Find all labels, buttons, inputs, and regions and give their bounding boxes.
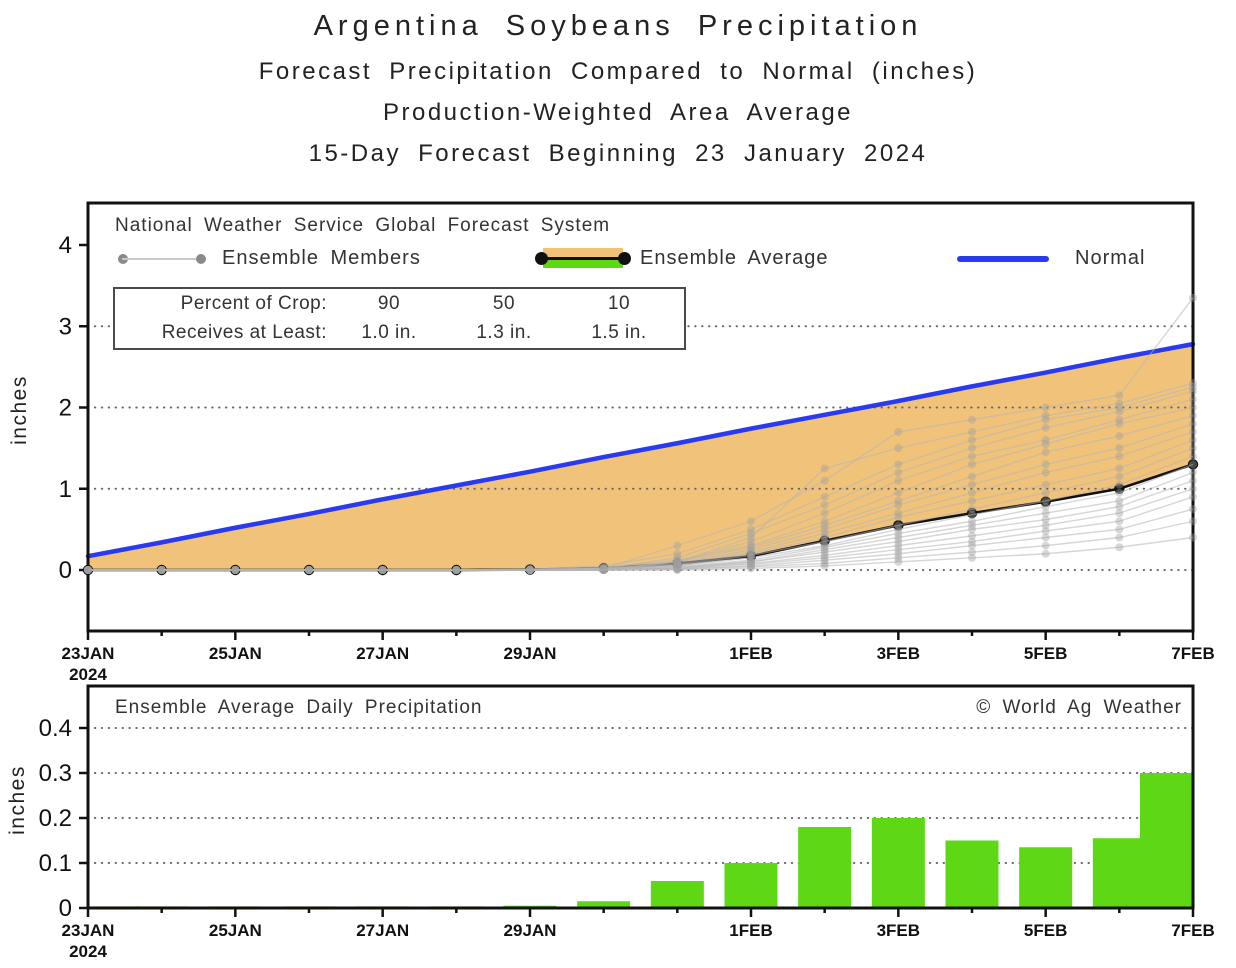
svg-text:0: 0 (59, 895, 72, 922)
top-chart-plot: 0 1 2 3 4 23JAN 2024 25JAN 27JAN 29JAN 1FEB 3FEB 5FE… (59, 201, 1215, 684)
crop-table-cell: 1.0 in. (361, 322, 417, 344)
daily-precip-bar (650, 881, 704, 908)
svg-text:1FEB: 1FEB (729, 921, 772, 940)
chart-subtitle-1: Forecast Precipitation Compared to Norma… (258, 58, 978, 85)
bottom-y-axis-label: inches (6, 765, 29, 835)
svg-text:7FEB: 7FEB (1171, 644, 1214, 663)
svg-text:27JAN: 27JAN (356, 644, 409, 663)
member-line-icon (122, 258, 202, 260)
svg-text:1: 1 (59, 476, 72, 503)
legend-ensemble-members-label: Ensemble Members (222, 247, 421, 269)
average-line-icon (543, 257, 623, 260)
legend-ensemble-average-label: Ensemble Average (640, 247, 829, 269)
daily-precip-bar (945, 840, 999, 908)
bottom-chart-title: Ensemble Average Daily Precipitation (115, 697, 483, 718)
chart-subtitle-2: Production-Weighted Area Average (382, 99, 854, 126)
svg-text:23JAN: 23JAN (62, 921, 115, 940)
svg-text:0.3: 0.3 (39, 760, 72, 787)
deficit-band-icon (543, 259, 623, 268)
daily-precip-bar (1092, 838, 1146, 908)
copyright-credit: © World Ag Weather (976, 697, 1182, 718)
crop-table-cell: 90 (377, 292, 401, 314)
crop-table-cell: 1.5 in. (591, 322, 647, 344)
title-block: Argentina Soybeans Precipitation Forecas… (0, 10, 1236, 181)
svg-text:29JAN: 29JAN (504, 644, 557, 663)
daily-precip-bar (871, 818, 925, 908)
bottom-chart-plot: 0 0.1 0.2 0.3 0.4 23JAN 2024 25JAN 27JAN 29JAN 1FE… (39, 684, 1215, 961)
daily-precip-bar (1140, 773, 1193, 908)
source-label: National Weather Service Global Forecast… (115, 215, 611, 236)
svg-text:5FEB: 5FEB (1024, 921, 1067, 940)
svg-text:7FEB: 7FEB (1171, 921, 1214, 940)
svg-text:25JAN: 25JAN (209, 921, 262, 940)
crop-table-cell: 10 (607, 292, 631, 314)
member-dot-icon (196, 254, 206, 264)
chart-title: Argentina Soybeans Precipitation (313, 10, 923, 42)
crop-table-cell: 1.3 in. (476, 322, 532, 344)
average-dot-icon (535, 252, 548, 265)
crop-table-row1-label: Percent of Crop: (180, 292, 327, 314)
svg-text:2024: 2024 (69, 942, 107, 961)
ensemble-members-line-icon (118, 253, 206, 265)
svg-text:25JAN: 25JAN (209, 644, 262, 663)
svg-text:27JAN: 27JAN (356, 921, 409, 940)
chart-subtitle-3: 15-Day Forecast Beginning 23 January 202… (308, 140, 928, 167)
svg-text:3FEB: 3FEB (877, 644, 920, 663)
legend-normal-label: Normal (1075, 247, 1146, 269)
svg-text:29JAN: 29JAN (504, 921, 557, 940)
svg-text:0.1: 0.1 (39, 850, 72, 877)
crop-probability-table: Percent of Crop: 90 50 10 Receives at Le… (113, 287, 686, 350)
average-dot-icon (618, 252, 631, 265)
svg-text:2: 2 (59, 395, 72, 422)
svg-text:0: 0 (59, 557, 72, 584)
top-y-axis-label: inches (8, 375, 31, 445)
svg-text:23JAN: 23JAN (62, 644, 115, 663)
daily-precip-bar (724, 863, 778, 908)
ensemble-members-lines (84, 293, 1197, 574)
daily-precip-bar (798, 827, 852, 908)
daily-precip-bar (577, 901, 631, 908)
svg-text:3: 3 (59, 313, 72, 340)
svg-text:1FEB: 1FEB (729, 644, 772, 663)
svg-text:2024: 2024 (69, 665, 107, 684)
svg-text:0.4: 0.4 (39, 715, 72, 742)
ensemble-average-line-icon (535, 245, 631, 270)
surplus-band-icon (543, 248, 623, 257)
normal-line (85, 341, 1196, 559)
crop-table-row2-label: Receives at Least: (161, 322, 327, 344)
svg-text:4: 4 (59, 232, 72, 259)
daily-precip-bar (1019, 847, 1073, 908)
svg-text:0.2: 0.2 (39, 805, 72, 832)
svg-text:3FEB: 3FEB (877, 921, 920, 940)
normal-line-icon (957, 256, 1049, 262)
crop-table-cell: 50 (492, 292, 516, 314)
svg-text:5FEB: 5FEB (1024, 644, 1067, 663)
